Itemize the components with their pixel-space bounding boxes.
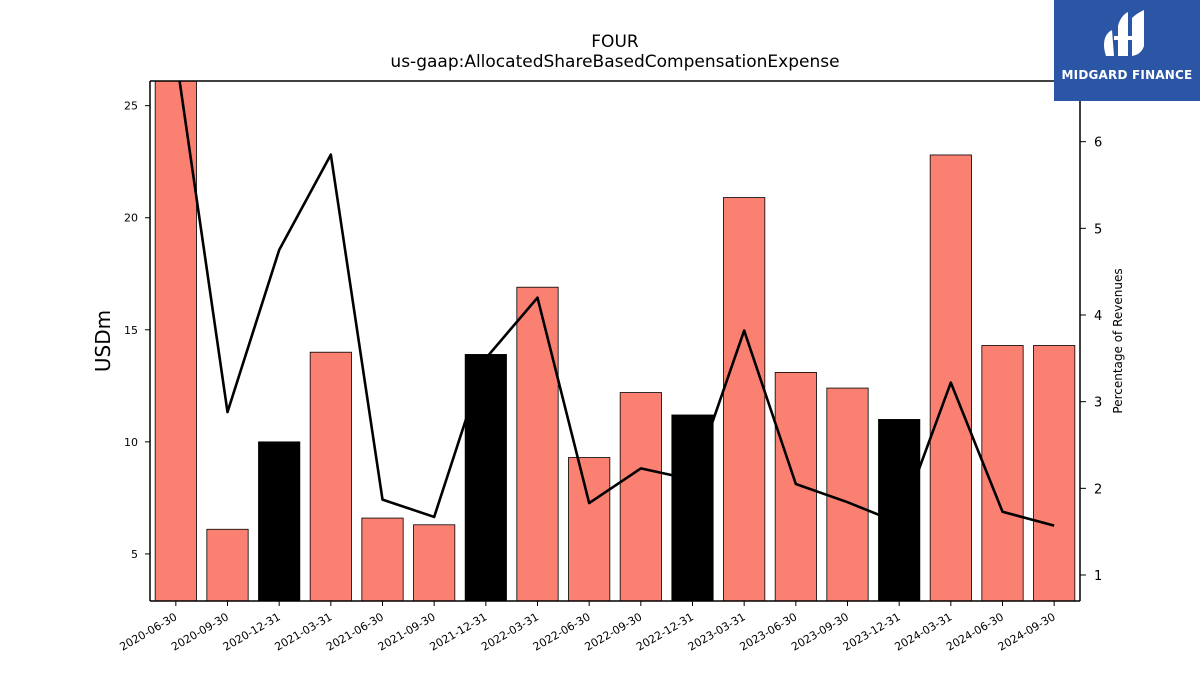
bar	[878, 419, 921, 601]
x-tick-label: 2023-06-30	[737, 610, 799, 653]
bar	[206, 528, 249, 601]
bar	[826, 387, 869, 601]
bar	[1033, 345, 1076, 601]
x-tick-label: 2020-06-30	[117, 610, 179, 653]
bar	[774, 371, 817, 601]
bar	[361, 517, 404, 601]
midgard-logo-icon	[1104, 10, 1144, 56]
x-tick-label: 2024-09-30	[996, 610, 1058, 653]
y-tick-label: 25	[124, 100, 138, 113]
y-tick-label: 20	[124, 212, 138, 225]
x-tick-label: 2022-03-31	[479, 610, 541, 653]
x-tick-label: 2023-09-30	[789, 610, 851, 653]
y2-tick-label: 2	[1094, 482, 1102, 497]
bar	[981, 345, 1024, 601]
y-tick-label: 15	[124, 324, 138, 337]
chart-title: FOUR	[591, 32, 639, 52]
bar	[568, 457, 611, 601]
y-axis-label: USDm	[91, 310, 115, 372]
y-tick-label: 10	[124, 436, 138, 449]
logo-text: MIDGARD FINANCE	[1061, 68, 1193, 82]
line-layer	[178, 81, 1055, 527]
bar	[619, 392, 662, 601]
x-tick-label: 2021-06-30	[324, 610, 386, 653]
y2-tick-label: 1	[1094, 569, 1102, 584]
chart-subtitle: us-gaap:AllocatedShareBasedCompensationE…	[390, 52, 840, 72]
x-tick-label: 2022-12-31	[634, 610, 696, 653]
x-tick-label: 2021-03-31	[272, 610, 334, 653]
bar	[154, 81, 197, 601]
x-tick-label: 2022-06-30	[531, 610, 593, 653]
bar	[516, 286, 559, 601]
x-tick-label: 2023-12-31	[841, 610, 903, 653]
y-tick-label: 5	[131, 548, 138, 561]
bar	[723, 197, 766, 601]
bar	[309, 351, 352, 601]
logo: MIDGARD FINANCE	[1054, 0, 1200, 101]
bar	[671, 414, 714, 601]
x-tick-label: 2021-12-31	[427, 610, 489, 653]
x-tick-label: 2023-03-31	[686, 610, 748, 653]
bar	[464, 354, 507, 601]
x-tick-label: 2022-09-30	[582, 610, 644, 653]
x-tick-label: 2024-06-30	[944, 610, 1006, 653]
percentage-line	[178, 81, 1055, 527]
bar	[258, 441, 301, 601]
x-tick-label: 2020-12-31	[221, 610, 283, 653]
x-tick-label: 2024-03-31	[892, 610, 954, 653]
y2-axis-label: Percentage of Revenues	[1111, 268, 1125, 413]
bars-layer	[154, 81, 1076, 601]
x-tick-label: 2020-09-30	[169, 610, 231, 653]
bar	[929, 154, 972, 601]
y2-tick-label: 6	[1094, 136, 1102, 151]
y2-tick-label: 4	[1094, 309, 1102, 324]
y2-tick-label: 3	[1094, 396, 1102, 411]
y2-tick-label: 5	[1094, 222, 1102, 237]
x-tick-label: 2021-09-30	[376, 610, 438, 653]
bar	[413, 524, 456, 601]
